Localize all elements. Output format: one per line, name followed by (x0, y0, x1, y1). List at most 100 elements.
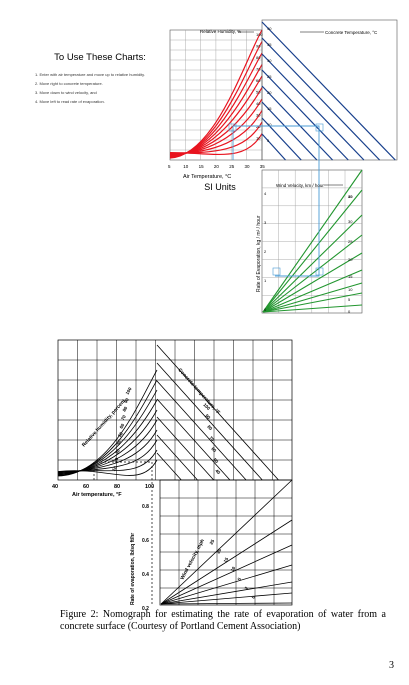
concrete-temp-lines: 40 35 30 25 20 15 10 5 (261, 21, 396, 161)
imp-air-tick-label: 40 (52, 484, 58, 490)
wind-velocity-line (262, 214, 363, 313)
concrete-temp-line (261, 101, 318, 161)
imp-evap-tick-label: 0.8 (142, 504, 149, 510)
imp-concrete-value-label: 40 (214, 468, 221, 475)
concrete-temp-label: Concrete Temperature, °C (325, 30, 378, 35)
imp-humidity-curve (57, 459, 158, 476)
imp-humidity-value-label: 20 (113, 456, 120, 463)
humidity-value-label: 90 (256, 44, 261, 49)
imp-wind-value-label: 0 (251, 594, 257, 599)
instruction-step: 4. Move left to read rate of evaporation… (35, 99, 105, 104)
instruction-step: 2. Move right to concrete temperature. (35, 81, 103, 86)
imp-evap-tick-label: 0.2 (142, 606, 149, 610)
humidity-curves: 100 90 80 70 60 50 40 30 20 10 (169, 29, 263, 159)
wind-value-label: 0 (348, 309, 351, 314)
instructions-title: To Use These Charts: (54, 52, 146, 63)
wind-velocity-line (262, 189, 363, 313)
concrete-temp-value-label: 30 (267, 58, 272, 63)
humidity-value-label: 50 (256, 90, 261, 95)
imp-wind-line (160, 564, 293, 605)
imp-evap-tick-label: 0.6 (142, 538, 149, 544)
imp-humidity-value-label: 70 (120, 414, 127, 421)
air-temp-tick-label: 20 (214, 164, 220, 169)
imp-humidity-value-label: 40 (116, 439, 123, 446)
wind-velocity-line (262, 234, 363, 313)
imp-wind-value-label: 5 (237, 576, 243, 581)
imp-wind-line (160, 544, 293, 605)
concrete-temp-value-label: 35 (267, 42, 272, 47)
imp-concrete-value-label: 80 (206, 424, 213, 431)
humidity-value-label: 100 (256, 32, 263, 37)
imp-concrete-value-label: 100 (202, 402, 211, 411)
imp-concrete-temp-line (156, 344, 279, 481)
imp-concrete-value-label: 50 (212, 457, 219, 464)
imp-humidity-curve (57, 399, 158, 475)
evaporation-tick-label: 4 (264, 191, 267, 196)
air-temp-tick-label: 35 (260, 164, 266, 169)
wind-velocity-line (262, 292, 363, 313)
concrete-temp-line (261, 21, 396, 161)
imp-concrete-temp-line (156, 452, 182, 481)
imp-humidity-value-label: 10 (111, 465, 118, 472)
imp-evaporation-label: Rate of evaporation, lb/sq ft/hr (130, 533, 136, 605)
imp-concrete-value-label: 70 (208, 435, 215, 442)
imp-humidity-value-label: 30 (114, 448, 121, 455)
concrete-temp-line (261, 69, 349, 161)
concrete-temp-line (261, 85, 333, 161)
imp-humidity-curve (57, 439, 158, 473)
wind-value-label: 35 (348, 194, 353, 199)
air-temp-tick-label: 30 (245, 164, 251, 169)
imp-air-tick-label: 80 (114, 484, 120, 490)
imp-wind-value-label: 20 (216, 547, 223, 554)
imp-humidity-curve (57, 429, 158, 474)
humidity-value-label: 20 (256, 124, 261, 129)
imperial-bottom-grid (159, 479, 293, 606)
wind-velocity-line (262, 169, 363, 313)
humidity-value-label: 10 (256, 136, 261, 141)
evaporation-tick-label: 2 (264, 249, 267, 254)
wind-value-label: 5 (348, 297, 351, 302)
evaporation-tick-label: 1 (264, 278, 267, 283)
humidity-value-label: 70 (256, 67, 261, 72)
imp-air-tick-label: 60 (83, 484, 89, 490)
imp-humidity-value-label: 60 (119, 422, 126, 429)
imp-concrete-temp-line (156, 434, 198, 481)
relative-humidity-label: Relative Humidity, % (200, 29, 241, 34)
concrete-temp-value-label: 25 (267, 74, 272, 79)
imp-humidity-value-label: 50 (117, 431, 124, 438)
air-temp-tick-label: 25 (229, 164, 235, 169)
imp-example-path (93, 461, 153, 605)
imp-humidity-value-label: 90 (123, 397, 130, 404)
imp-air-tick-label: 100 (145, 484, 154, 490)
imp-wind-value-label: 15 (223, 556, 230, 563)
imperial-nomograph: 40 60 80 1000.80.60.40.21009080706050403020… (52, 339, 293, 610)
example-path-line (232, 125, 320, 277)
concrete-temp-line (261, 37, 381, 161)
concrete-temp-line (261, 53, 365, 161)
concrete-temp-panel-frame (261, 19, 398, 161)
wind-velocity-line (262, 304, 363, 313)
imperial-top-grid (57, 339, 293, 481)
page-number: 3 (389, 660, 394, 671)
imp-wind-value-label: 2 (244, 585, 250, 590)
imp-concrete-value-label: 90 (204, 413, 211, 420)
si-units-label: SI Units (204, 182, 236, 192)
wind-value-label: 10 (348, 287, 353, 292)
wind-velocity-line (262, 282, 363, 313)
grid-frame (159, 479, 293, 606)
humidity-value-label: 80 (256, 55, 261, 60)
imperial-labels: 40 60 80 1000.80.60.40.21009080706050403020… (52, 386, 256, 610)
imp-wind-line (160, 581, 293, 605)
step-marker (272, 267, 281, 276)
wind-value-label: 30 (348, 219, 353, 224)
imp-concrete-temp-line (156, 398, 231, 481)
concrete-temp-value-label: 5 (267, 138, 270, 143)
wind-value-label: 40 (348, 194, 353, 199)
wind-value-label: 25 (348, 239, 353, 244)
example-path (228, 123, 324, 277)
humidity-value-label: 30 (256, 113, 261, 118)
instruction-step: 1. Enter with air temperature and move u… (35, 72, 145, 77)
